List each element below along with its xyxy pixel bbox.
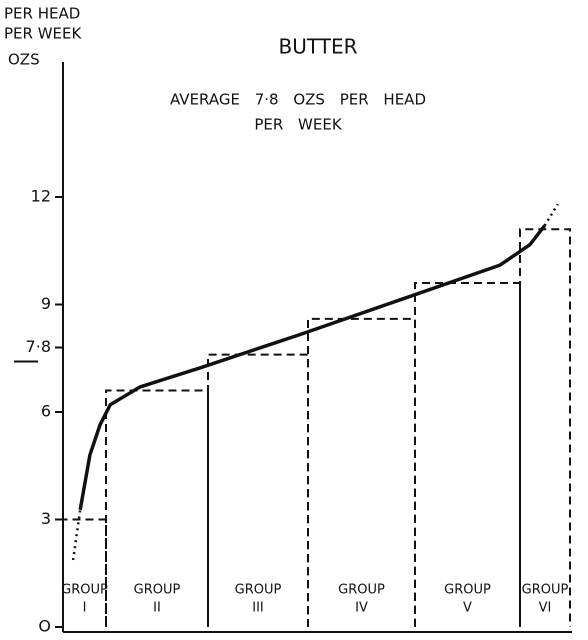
x-tick-label: GROUP xyxy=(338,583,385,598)
bar xyxy=(414,282,521,627)
x-tick-label: VI xyxy=(539,601,552,616)
curve-dotted xyxy=(71,509,82,561)
x-tick-label: II xyxy=(153,601,161,616)
y-unit: OZS xyxy=(8,51,40,69)
y-tick-label: O xyxy=(38,617,51,636)
chart-title: BUTTER xyxy=(279,35,358,59)
bar xyxy=(62,518,107,627)
x-tick-label: GROUP xyxy=(444,583,491,598)
annotation: AVERAGE 7·8 OZS PER HEAD xyxy=(170,91,426,109)
y-label: PER WEEK xyxy=(4,25,83,43)
x-tick-label: GROUP xyxy=(61,583,108,598)
y-tick-label: 12 xyxy=(31,187,51,206)
bar xyxy=(307,317,416,627)
y-tick-label: 3 xyxy=(41,509,51,528)
y-tick-label: 6 xyxy=(41,402,51,421)
x-tick-label: IV xyxy=(355,601,368,616)
curve-dotted xyxy=(543,203,559,227)
bar xyxy=(519,228,571,627)
annotation: PER WEEK xyxy=(254,116,343,134)
x-tick-label: I xyxy=(83,601,87,616)
x-tick-label: V xyxy=(463,601,472,616)
x-tick-label: GROUP xyxy=(522,583,569,598)
y-label: PER HEAD xyxy=(4,5,80,23)
curve xyxy=(78,224,546,511)
y-tick-label: 7·8 xyxy=(26,337,51,356)
x-tick-label: GROUP xyxy=(235,583,282,598)
x-tick-label: GROUP xyxy=(134,583,181,598)
y-tick-label: 9 xyxy=(41,294,51,313)
x-tick-label: III xyxy=(252,601,264,616)
